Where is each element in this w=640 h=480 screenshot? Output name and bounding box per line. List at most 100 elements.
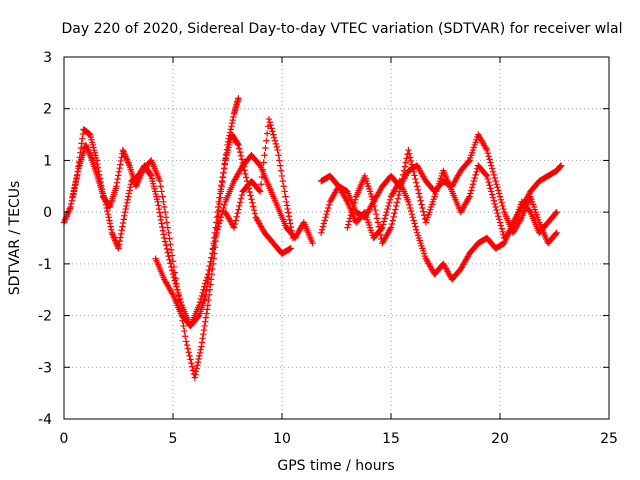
- data-point: [104, 207, 111, 215]
- data-point: [235, 95, 242, 102]
- data-point: [285, 213, 293, 220]
- data-point: [119, 219, 127, 227]
- data-point: [213, 229, 220, 237]
- data-point: [202, 277, 210, 284]
- data-point: [494, 184, 501, 191]
- data-point: [499, 228, 506, 235]
- data-point: [200, 330, 207, 338]
- data-point: [403, 155, 410, 162]
- data-point: [204, 302, 212, 309]
- data-point: [553, 208, 560, 216]
- data-point: [201, 322, 208, 330]
- data-point: [113, 179, 121, 186]
- data-point: [67, 200, 75, 208]
- data-point: [346, 215, 354, 222]
- data-point: [488, 165, 496, 172]
- data-point: [250, 206, 258, 214]
- data-point: [416, 193, 423, 201]
- data-point: [406, 154, 414, 161]
- chart-title: Day 220 of 2020, Sidereal Day-to-day VTE…: [61, 21, 622, 37]
- data-point: [215, 198, 222, 205]
- data-point: [238, 191, 246, 199]
- data-point: [212, 219, 220, 226]
- data-point: [180, 322, 187, 330]
- data-point: [122, 205, 129, 213]
- data-point: [287, 220, 294, 227]
- data-point: [415, 190, 423, 197]
- data-point: [250, 203, 257, 210]
- data-point: [105, 214, 112, 221]
- data-point: [283, 198, 290, 205]
- data-point: [220, 169, 227, 177]
- data-point: [102, 201, 110, 209]
- data-point: [379, 221, 387, 228]
- y-tick-label: 2: [43, 102, 52, 118]
- data-point: [166, 256, 173, 263]
- data-point: [318, 226, 326, 233]
- data-point: [278, 172, 286, 180]
- data-point: [384, 205, 391, 213]
- data-point: [383, 208, 390, 216]
- data-point: [372, 206, 379, 214]
- data-point: [114, 175, 121, 183]
- data-point: [271, 137, 279, 144]
- data-point: [393, 202, 400, 210]
- data-point: [413, 179, 420, 186]
- data-point: [466, 193, 473, 200]
- data-point: [467, 190, 474, 197]
- y-tick-label: -2: [38, 309, 52, 325]
- data-point: [557, 162, 565, 169]
- data-point: [187, 356, 194, 363]
- data-point: [154, 198, 161, 205]
- data-point: [236, 148, 244, 156]
- data-point: [156, 209, 163, 216]
- data-point: [75, 165, 82, 172]
- data-point: [127, 181, 135, 188]
- data-point: [125, 193, 132, 200]
- data-point: [218, 177, 226, 185]
- data-point: [309, 239, 316, 247]
- data-point: [107, 223, 114, 230]
- data-point: [489, 194, 497, 201]
- data-point: [207, 276, 215, 283]
- data-point: [211, 234, 218, 242]
- data-point: [173, 283, 180, 290]
- data-point: [411, 220, 418, 227]
- data-point: [227, 126, 234, 133]
- grid: [64, 57, 609, 419]
- data-point: [169, 271, 177, 278]
- data-point: [407, 157, 415, 165]
- data-point: [289, 231, 296, 238]
- data-point: [409, 214, 416, 221]
- data-point: [170, 274, 178, 281]
- data-point: [188, 363, 196, 370]
- data-point: [121, 208, 129, 216]
- data-point: [251, 210, 259, 217]
- data-point: [493, 181, 500, 188]
- data-point: [237, 195, 245, 202]
- data-point: [198, 292, 205, 300]
- series-D: [222, 115, 297, 242]
- data-point: [113, 183, 120, 190]
- data-point: [214, 208, 221, 216]
- data-point: [212, 233, 219, 241]
- data-point: [161, 238, 169, 245]
- data-point: [206, 286, 214, 293]
- data-point: [262, 144, 269, 152]
- data-point: [273, 143, 280, 151]
- data-point: [552, 209, 560, 217]
- data-point: [412, 175, 419, 183]
- data-point: [279, 177, 287, 185]
- data-point: [256, 187, 263, 194]
- data-point: [323, 211, 330, 218]
- data-point: [117, 234, 124, 241]
- data-point: [196, 349, 204, 357]
- data-point: [472, 171, 479, 179]
- data-point: [70, 187, 78, 194]
- plot-frame: [63, 56, 610, 420]
- data-point: [202, 280, 209, 287]
- data-point: [281, 188, 288, 195]
- data-point: [277, 162, 284, 169]
- data-point: [163, 245, 171, 253]
